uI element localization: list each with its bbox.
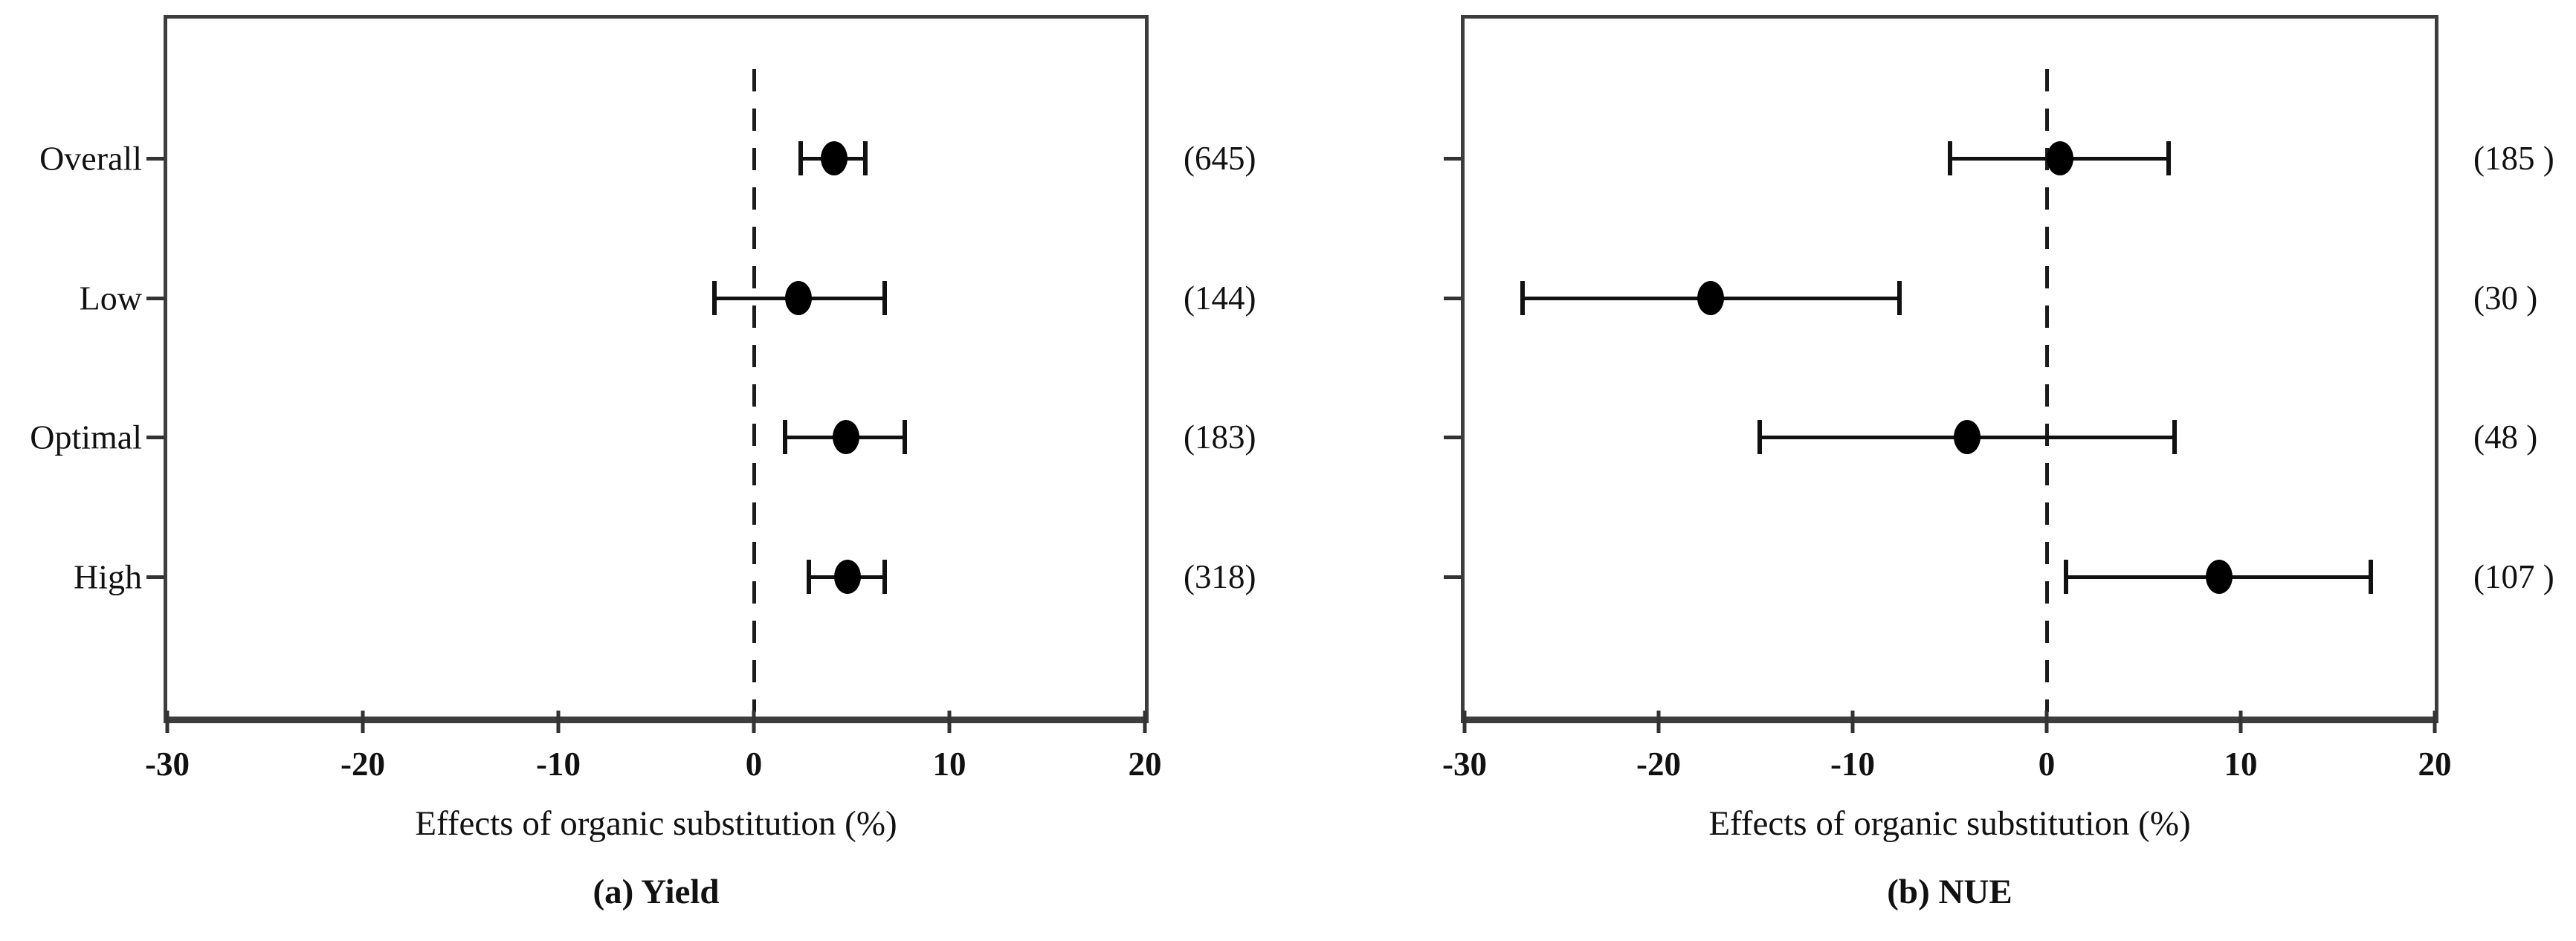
x-axis-tick	[361, 711, 365, 733]
mean-point-marker	[785, 280, 813, 315]
x-axis-tick-label: -10	[536, 746, 581, 783]
mean-point-marker	[1953, 420, 1981, 455]
category-label: Overall	[39, 139, 142, 178]
ci-lower-cap	[1757, 420, 1762, 455]
panel-nue: -30 -20 -10 0 10 20 (185 ) (30 ) (48 ) (107 ) Eff…	[1442, 15, 2554, 911]
y-axis-tick	[1444, 436, 1462, 440]
sample-count-label: (107 )	[2473, 558, 2554, 596]
ci-lower-cap	[1947, 140, 1952, 175]
nue-plot-box: -30 -20 -10 0 10 20 (185 ) (30 ) (48 ) (107 )	[1442, 15, 2554, 783]
ci-upper-cap	[2368, 560, 2373, 595]
sample-count-label: (318)	[1184, 558, 1256, 596]
category-label: High	[74, 557, 142, 596]
y-axis-tick	[146, 436, 164, 440]
panel-yield: -30 -20 -10 0 10 20 Overall (645) Low (144) Optima…	[30, 15, 1256, 911]
x-axis-tick	[1462, 711, 1467, 733]
ci-upper-cap	[882, 280, 888, 315]
sample-count-label: (30 )	[2473, 279, 2538, 317]
ci-lower-cap	[2064, 560, 2069, 595]
x-axis-tick	[2044, 711, 2049, 733]
yield-plot-box: -30 -20 -10 0 10 20 Overall (645) Low (144) Optima…	[30, 15, 1256, 783]
ci-upper-cap	[882, 560, 888, 595]
x-axis-tick	[556, 711, 561, 733]
y-axis-tick	[1444, 156, 1462, 161]
x-axis-tick-label: 20	[2418, 746, 2452, 783]
x-axis-tick-label: 0	[745, 746, 763, 783]
x-axis-tick	[1850, 711, 1855, 733]
ci-lower-cap	[712, 280, 717, 315]
x-axis-tick-label: -30	[1442, 746, 1487, 783]
ci-upper-cap	[1897, 280, 1902, 315]
ci-upper-cap	[2166, 140, 2172, 175]
x-axis-tick-label: -20	[1636, 746, 1681, 783]
sample-count-label: (645)	[1184, 139, 1256, 177]
x-axis-tick-label: -20	[340, 746, 385, 783]
x-axis-tick	[165, 711, 170, 733]
ci-lower-cap	[806, 560, 811, 595]
sample-count-label: (48 )	[2473, 418, 2538, 456]
category-label: Optimal	[30, 418, 142, 456]
category-label: Low	[79, 279, 142, 317]
mean-point-marker	[2047, 140, 2074, 175]
ci-upper-cap	[862, 140, 868, 175]
nue-x-axis-label: Effects of organic substitution (%)	[1708, 804, 2191, 843]
mean-point-marker	[832, 420, 859, 455]
zero-reference-line	[752, 69, 756, 712]
x-axis-tick	[947, 711, 952, 733]
yield-x-axis-label: Effects of organic substitution (%)	[415, 804, 897, 843]
y-axis-tick	[146, 296, 164, 300]
x-axis-tick-label: 10	[932, 746, 966, 783]
mean-point-marker	[2206, 560, 2233, 595]
x-axis-tick	[752, 711, 756, 733]
ci-upper-cap	[2172, 420, 2178, 455]
x-axis-tick-label: -10	[1830, 746, 1875, 783]
ci-lower-cap	[1520, 280, 1526, 315]
sample-count-label: (144)	[1184, 279, 1256, 317]
ci-lower-cap	[798, 140, 804, 175]
mean-point-marker	[820, 140, 848, 175]
x-axis-tick-label: -30	[145, 746, 190, 783]
y-axis-tick	[1444, 575, 1462, 580]
x-axis-tick	[1143, 711, 1147, 733]
y-axis-tick	[146, 156, 164, 161]
zero-reference-line	[2045, 69, 2049, 712]
x-axis-tick	[2238, 711, 2243, 733]
ci-lower-cap	[783, 420, 788, 455]
x-axis-tick	[1656, 711, 1661, 733]
sample-count-label: (183)	[1184, 418, 1256, 456]
yield-caption: (a) Yield	[593, 873, 720, 911]
x-axis-tick-label: 0	[2038, 746, 2056, 783]
x-axis-tick-label: 20	[1128, 746, 1162, 783]
ci-upper-cap	[902, 420, 907, 455]
sample-count-label: (185 )	[2473, 139, 2554, 177]
nue-caption: (b) NUE	[1887, 873, 2012, 911]
mean-point-marker	[834, 560, 862, 595]
y-axis-tick	[1444, 296, 1462, 300]
y-axis-tick	[146, 575, 164, 580]
x-axis-tick	[2433, 711, 2437, 733]
mean-point-marker	[1697, 280, 1725, 315]
x-axis-tick-label: 10	[2224, 746, 2258, 783]
